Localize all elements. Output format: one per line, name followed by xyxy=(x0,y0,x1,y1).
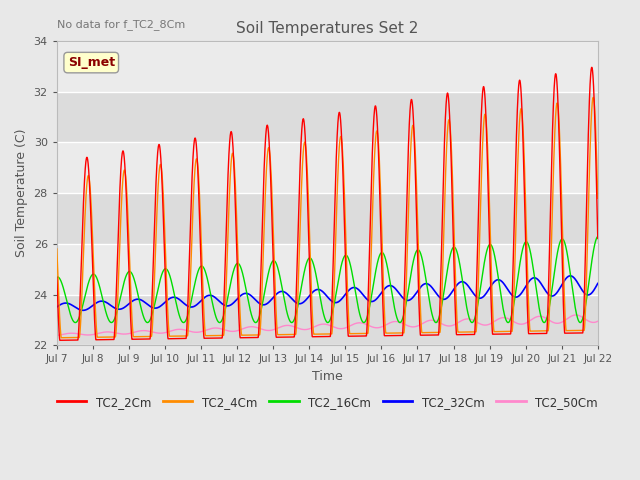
Bar xyxy=(57,143,598,193)
Y-axis label: Soil Temperature (C): Soil Temperature (C) xyxy=(15,129,28,257)
Bar xyxy=(57,244,598,295)
Bar xyxy=(57,41,598,92)
Bar xyxy=(57,295,598,346)
Text: No data for f_TC2_8Cm: No data for f_TC2_8Cm xyxy=(57,20,185,30)
Text: SI_met: SI_met xyxy=(68,56,115,69)
X-axis label: Time: Time xyxy=(312,370,342,383)
Legend: TC2_2Cm, TC2_4Cm, TC2_16Cm, TC2_32Cm, TC2_50Cm: TC2_2Cm, TC2_4Cm, TC2_16Cm, TC2_32Cm, TC… xyxy=(52,391,602,413)
Bar xyxy=(57,193,598,244)
Bar xyxy=(57,92,598,143)
Title: Soil Temperatures Set 2: Soil Temperatures Set 2 xyxy=(236,21,419,36)
